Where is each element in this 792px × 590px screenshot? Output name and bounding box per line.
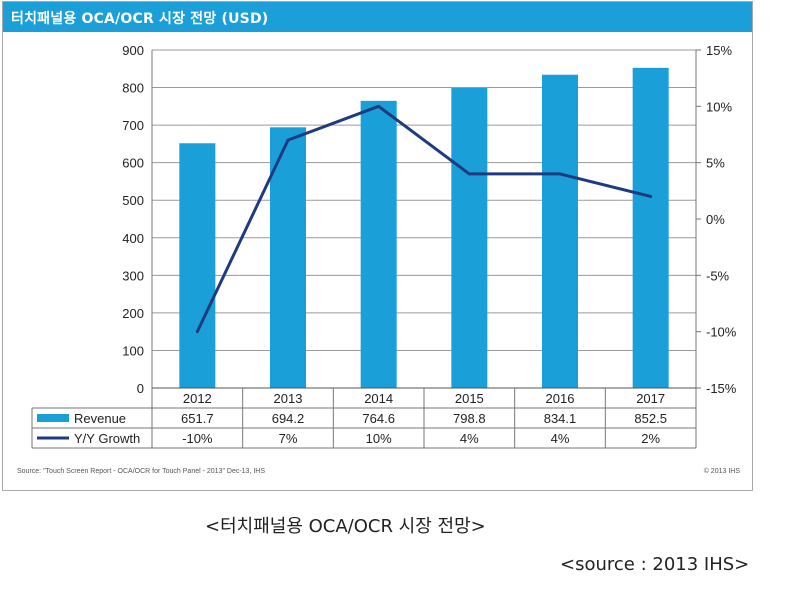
right-axis-tick-label: -5% (706, 268, 730, 283)
left-axis-tick-label: 800 (122, 81, 144, 96)
revenue-value-label: 694.2 (272, 411, 305, 426)
revenue-bar (632, 67, 669, 388)
left-axis-tick-label: 500 (122, 193, 144, 208)
left-axis-tick-label: 400 (122, 231, 144, 246)
revenue-bar (360, 100, 397, 388)
chart-canvas: 0 100 200 300 400 500 600 700 800 900 -15% -10% -5% 0… (31, 43, 737, 449)
growth-point (377, 104, 381, 108)
right-axis-tick-label: 10% (706, 99, 732, 114)
revenue-bar (179, 143, 216, 388)
legend-label-revenue: Revenue (74, 411, 126, 426)
left-axis-tick-label: 300 (122, 268, 144, 283)
revenue-value-label: 798.8 (453, 411, 486, 426)
chart-frame: 터치패널용 OCA/OCR 시장 전망 (USD) 0 100 200 300 400 5… (2, 1, 753, 491)
left-axis-tick-label: 200 (122, 306, 144, 321)
growth-value-label: 4% (460, 431, 479, 446)
right-axis-tick-label: 0% (706, 212, 725, 227)
chart-title: 터치패널용 OCA/OCR 시장 전망 (USD) (11, 11, 269, 27)
left-axis-tick-label: 100 (122, 343, 144, 358)
growth-value-label: 4% (551, 431, 570, 446)
left-axis-tick-label: 900 (122, 43, 144, 58)
left-axis-tick-label: 700 (122, 118, 144, 133)
growth-point (649, 194, 653, 198)
x-axis-tick-label: 2012 (183, 391, 212, 406)
growth-point (195, 330, 199, 334)
left-axis-tick-label: 600 (122, 156, 144, 171)
growth-point (467, 172, 471, 176)
legend-label-growth: Y/Y Growth (74, 431, 140, 446)
x-axis-tick-label: 2017 (636, 391, 665, 406)
right-axis-tick-label: 5% (706, 156, 725, 171)
chart-title-bar: 터치패널용 OCA/OCR 시장 전망 (USD) (3, 2, 752, 32)
revenue-value-label: 764.6 (362, 411, 395, 426)
growth-line (195, 104, 652, 333)
chart-source: Source: "Touch Screen Report - OCA/OCR f… (17, 468, 266, 475)
chart-copyright: © 2013 IHS (703, 468, 740, 475)
figure-caption: <터치패널용 OCA/OCR 시장 전망> (205, 516, 486, 537)
growth-point (558, 172, 562, 176)
revenue-value-label: 834.1 (544, 411, 577, 426)
growth-value-label: 7% (279, 431, 298, 446)
right-axis-tick-label: 15% (706, 43, 732, 58)
revenue-bar (451, 88, 488, 388)
growth-value-label: -10% (182, 431, 213, 446)
x-axis-tick-label: 2016 (546, 391, 575, 406)
revenue-value-label: 651.7 (181, 411, 214, 426)
source-note: <source : 2013 IHS> (560, 554, 750, 575)
x-axis-tick-label: 2014 (364, 391, 393, 406)
legend-key-revenue (37, 414, 69, 422)
growth-value-label: 10% (366, 431, 392, 446)
revenue-value-label: 852.5 (634, 411, 667, 426)
right-axis-tick-label: -10% (706, 325, 737, 340)
right-axis-tick-label: -15% (706, 381, 737, 396)
x-axis-tick-label: 2013 (274, 391, 303, 406)
growth-point (286, 138, 290, 142)
revenue-bar (542, 74, 578, 388)
revenue-bar (270, 127, 306, 388)
growth-value-label: 2% (641, 431, 660, 446)
left-axis-tick-label: 0 (137, 381, 144, 396)
x-axis-tick-label: 2015 (455, 391, 484, 406)
